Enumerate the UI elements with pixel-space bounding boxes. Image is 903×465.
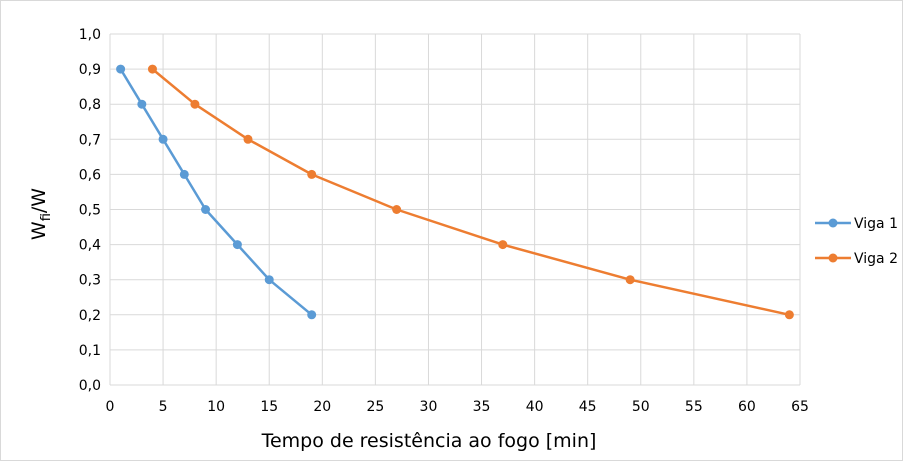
data-point [498,240,508,250]
data-point [147,64,157,74]
data-point [190,99,200,109]
x-axis-label: Tempo de resistência ao fogo [min] [261,430,597,452]
x-tick-label: 25 [366,399,384,415]
x-tick-label: 30 [420,399,438,415]
x-tick-label: 15 [260,399,278,415]
series-viga-1 [116,64,317,320]
legend-swatch-marker [828,218,838,228]
y-tick-label: 0,0 [79,378,101,394]
x-tick-label: 55 [685,399,703,415]
legend-label: Viga 2 [854,251,898,267]
grid-lines [109,33,801,386]
legend-swatch-marker [828,253,838,263]
series-group [116,64,794,320]
y-tick-label: 0,9 [79,62,101,78]
series-line-viga-1 [119,68,313,316]
y-tick-label: 1,0 [79,27,101,43]
y-tick-label: 0,7 [79,132,101,148]
legend-item-viga-1: Viga 1 [815,216,898,232]
y-tick-label: 0,4 [79,238,101,254]
data-point [158,134,168,144]
y-tick-label: 0,2 [79,308,101,324]
x-tick-label: 40 [526,399,544,415]
y-axis-label-sub: fi [39,213,54,221]
y-axis-label-main: W [28,221,50,240]
x-tick-label: 45 [579,399,597,415]
legend: Viga 1 Viga 2 [815,216,898,267]
y-tick-label: 0,6 [79,167,101,183]
data-point [264,275,274,285]
data-point [307,169,317,179]
data-point [232,240,242,250]
data-point [625,275,635,285]
data-point [392,205,402,214]
legend-label: Viga 1 [854,216,898,232]
series-line-viga-2 [151,68,790,317]
x-tick-labels: 0 5 10 15 20 25 30 35 40 45 50 55 60 65 [106,399,809,415]
y-tick-label: 0,8 [79,97,101,113]
data-point [243,134,253,144]
x-tick-label: 20 [313,399,331,415]
x-tick-label: 50 [632,399,650,415]
data-point [137,99,147,109]
y-tick-label: 0,5 [79,203,101,219]
x-tick-label: 65 [791,399,809,415]
y-axis-label-tail: /W [28,188,50,213]
data-point [784,310,794,320]
y-axis-label: Wfi/W [28,188,54,240]
series-viga-2 [147,64,794,320]
x-tick-label: 10 [207,399,225,415]
y-tick-label: 0,1 [79,343,101,359]
legend-item-viga-2: Viga 2 [815,251,898,267]
data-point [179,169,189,179]
data-point [116,64,126,74]
y-tick-labels: 0,0 0,1 0,2 0,3 0,4 0,5 0,6 0,7 0,8 0,9 1,0 [79,27,101,394]
data-point [307,310,317,320]
x-tick-label: 35 [473,399,491,415]
data-point [201,205,211,214]
x-tick-label: 0 [106,399,115,415]
x-tick-label: 60 [738,399,756,415]
y-tick-label: 0,3 [79,273,101,289]
x-tick-label: 5 [159,399,168,415]
